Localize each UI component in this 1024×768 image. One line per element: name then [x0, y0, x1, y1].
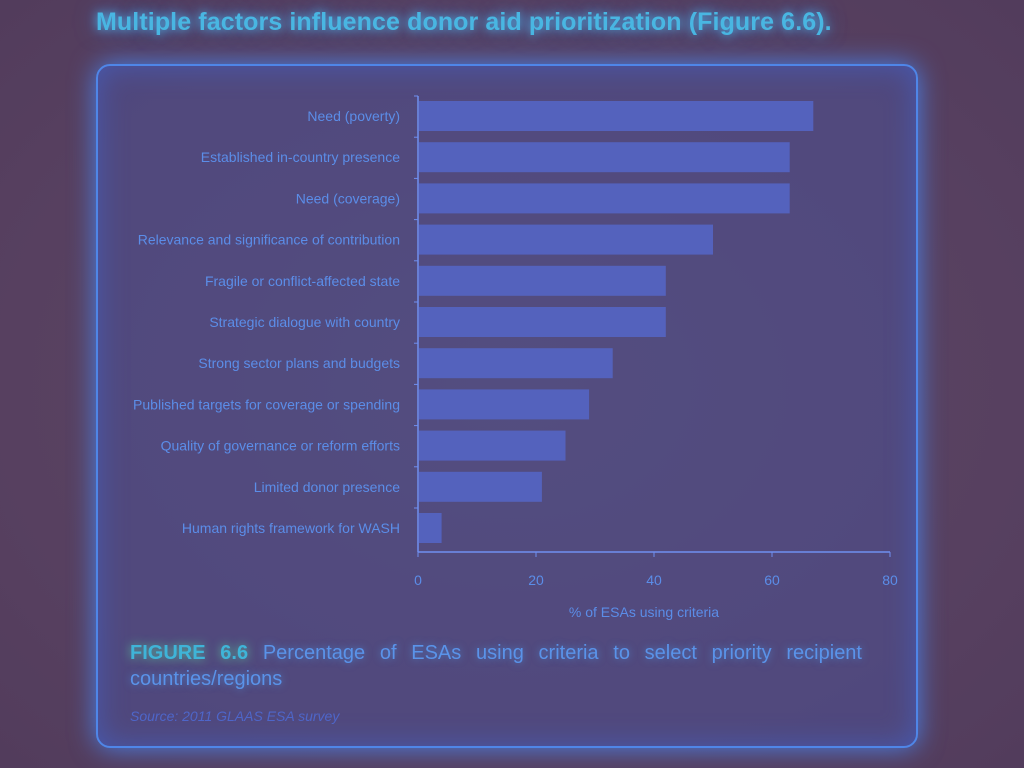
- category-label: Need (coverage): [296, 190, 400, 206]
- x-tick-label: 20: [528, 572, 544, 588]
- bar: [419, 471, 542, 502]
- category-label: Strategic dialogue with country: [209, 314, 400, 330]
- source-note: Source: 2011 GLAAS ESA survey: [130, 708, 340, 724]
- bar: [419, 513, 442, 543]
- bar: [419, 430, 566, 461]
- bar: [419, 224, 713, 255]
- x-tick-label: 40: [646, 572, 662, 588]
- figure-caption-text: Percentage of ESAs using criteria to sel…: [130, 642, 862, 690]
- category-label: Relevance and significance of contributi…: [138, 232, 400, 248]
- category-label: Human rights framework for WASH: [182, 520, 400, 536]
- figure-caption: FIGURE 6.6 Percentage of ESAs using crit…: [130, 640, 862, 692]
- category-label: Strong sector plans and budgets: [198, 355, 400, 371]
- bar: [419, 265, 666, 296]
- category-label: Established in-country presence: [201, 149, 400, 165]
- headline: Multiple factors influence donor aid pri…: [96, 8, 832, 36]
- x-tick-label: 0: [414, 572, 422, 588]
- x-axis-title: % of ESAs using criteria: [569, 604, 719, 620]
- bar: [419, 389, 590, 420]
- bar: [419, 101, 814, 131]
- x-tick-label: 60: [764, 572, 780, 588]
- category-label: Fragile or conflict-affected state: [205, 273, 400, 289]
- category-label: Published targets for coverage or spendi…: [133, 396, 400, 412]
- bar: [419, 142, 790, 173]
- bar: [419, 307, 666, 337]
- category-label: Limited donor presence: [254, 479, 401, 495]
- x-tick-label: 80: [882, 572, 898, 588]
- category-label: Quality of governance or reform efforts: [161, 438, 400, 454]
- category-label: Need (poverty): [307, 108, 400, 124]
- bar: [419, 183, 790, 214]
- bar: [419, 348, 613, 379]
- figure-label: FIGURE 6.6: [130, 642, 249, 664]
